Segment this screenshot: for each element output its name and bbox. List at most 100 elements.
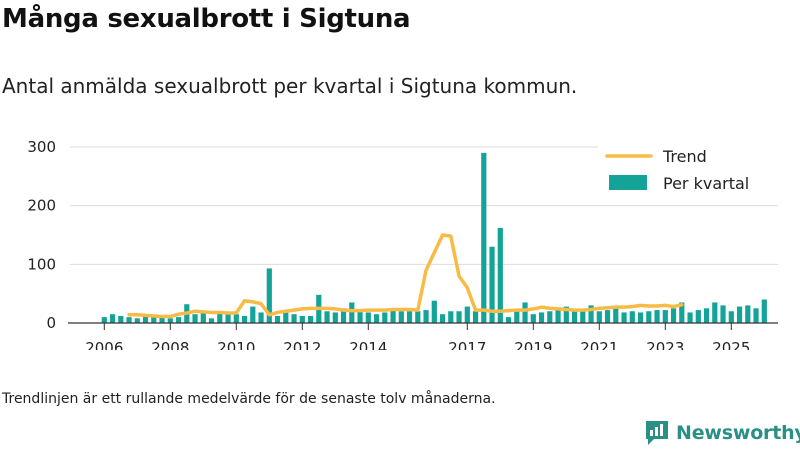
- bar: [439, 314, 446, 323]
- legend-bar-label: Per kvartal: [663, 174, 749, 193]
- x-axis: 2006 2008 2010 2012 2014 2017 2019 2021 2023 2025: [68, 322, 778, 350]
- bar: [563, 306, 569, 323]
- legend-bar-swatch: [609, 175, 647, 190]
- bar: [637, 312, 644, 323]
- bar: [324, 311, 330, 323]
- bar: [596, 311, 602, 323]
- y-axis-ticks: 0 100 200 300: [27, 138, 56, 332]
- bar: [126, 317, 132, 323]
- bar: [654, 310, 660, 323]
- bar: [753, 308, 759, 323]
- bar: [745, 305, 751, 323]
- bar: [258, 312, 264, 323]
- x-tick-label: 2008: [151, 339, 189, 350]
- bar: [192, 314, 198, 323]
- bar: [332, 312, 338, 323]
- newsworthy-logo: Newsworthy: [644, 418, 800, 448]
- bar: [134, 318, 140, 323]
- bar: [728, 311, 734, 323]
- bar: [398, 311, 404, 323]
- bar: [431, 300, 437, 323]
- bar: [373, 314, 380, 323]
- bar: [307, 315, 314, 323]
- bar: [472, 311, 479, 323]
- legend: Trend Per kvartal: [598, 143, 780, 203]
- x-tick-label: 2010: [217, 339, 255, 350]
- bar: [390, 308, 396, 323]
- bar: [613, 308, 619, 323]
- bar: [225, 312, 231, 323]
- bar: [217, 311, 223, 323]
- x-tick-label: 2019: [514, 339, 552, 350]
- bar: [489, 246, 495, 323]
- bar: [547, 311, 553, 323]
- bar: [365, 312, 371, 323]
- bar: [291, 314, 297, 323]
- bar: [712, 302, 718, 323]
- bar: [505, 317, 512, 323]
- bar: [175, 317, 182, 323]
- y-tick-label: 200: [27, 197, 56, 215]
- bar: [555, 308, 561, 323]
- bar: [241, 315, 248, 323]
- x-tick-label: 2021: [580, 339, 618, 350]
- bar: [200, 312, 206, 323]
- bar: [571, 311, 578, 323]
- bar: [464, 306, 470, 323]
- y-tick-label: 0: [46, 314, 56, 332]
- bar: [761, 299, 767, 323]
- y-tick-label: 100: [27, 255, 56, 273]
- bar: [233, 314, 239, 323]
- bar: [530, 314, 536, 323]
- trend-line: [127, 233, 684, 319]
- bar: [423, 310, 429, 323]
- bar: [299, 315, 305, 323]
- y-tick-label: 300: [27, 138, 56, 156]
- bar: [538, 312, 545, 323]
- bar: [349, 302, 355, 323]
- bar: [167, 318, 173, 323]
- bar: [101, 317, 107, 323]
- bar: [274, 315, 281, 323]
- bar: [266, 268, 272, 323]
- bar: [142, 315, 149, 323]
- legend-background: [598, 143, 780, 203]
- bar: [736, 306, 743, 323]
- bar: [646, 311, 652, 323]
- x-tick-label: 2014: [349, 339, 387, 350]
- brand-name: Newsworthy: [676, 422, 800, 444]
- bar: [588, 305, 594, 323]
- x-tick-label: 2012: [283, 339, 321, 350]
- bar: [670, 308, 677, 323]
- bar: [481, 152, 487, 323]
- footnote: Trendlinjen är ett rullande medelvärde f…: [2, 391, 496, 407]
- bar: [382, 312, 388, 323]
- x-tick-label: 2025: [712, 339, 750, 350]
- x-tick-label: 2023: [646, 339, 684, 350]
- bar: [159, 317, 165, 323]
- bar: [629, 311, 635, 323]
- bar: [415, 311, 421, 323]
- bar: [497, 227, 503, 323]
- bar-series: [101, 152, 767, 323]
- chart-title: Många sexualbrott i Sigtuna: [2, 4, 411, 34]
- bar: [151, 317, 157, 323]
- bar: [109, 314, 116, 323]
- bar: [604, 310, 611, 323]
- x-tick-label: 2017: [448, 339, 486, 350]
- newsworthy-logo-icon: [646, 421, 668, 445]
- legend-trend-label: Trend: [662, 147, 707, 166]
- bar: [406, 311, 413, 323]
- bar: [357, 310, 363, 323]
- bar: [448, 311, 454, 323]
- bar: [250, 306, 256, 323]
- bar: [456, 311, 462, 323]
- bar: [118, 315, 124, 323]
- bar: [679, 302, 685, 323]
- bar: [522, 302, 528, 323]
- bar: [340, 308, 347, 323]
- chart-subtitle: Antal anmälda sexualbrott per kvartal i …: [2, 74, 578, 98]
- bar: [695, 310, 701, 323]
- bar: [703, 308, 710, 323]
- bar: [621, 312, 627, 323]
